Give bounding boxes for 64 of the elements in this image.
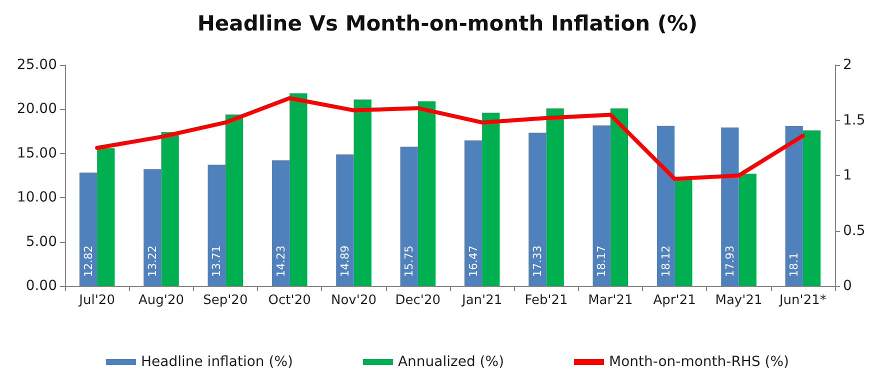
x-tick-label: May'21	[715, 293, 762, 308]
data-label: 18.17	[595, 246, 608, 277]
bar	[225, 114, 244, 286]
bar	[592, 125, 610, 286]
chart-title: Headline Vs Month-on-month Inflation (%)	[197, 12, 698, 36]
y2-tick-label: 1	[843, 168, 852, 184]
bar	[482, 112, 500, 286]
bar	[546, 108, 564, 286]
y2-tick-label: 2	[843, 57, 852, 73]
y2-tick-label: 1.5	[843, 112, 866, 128]
bar	[418, 101, 436, 286]
y-tick-label: 0.00	[26, 278, 57, 294]
bar	[400, 146, 418, 286]
bar	[674, 178, 692, 286]
bar	[721, 128, 739, 286]
x-tick-label: Jan'21	[461, 293, 502, 308]
y2-tick-label: 0.5	[843, 222, 866, 239]
data-label: 17.93	[723, 246, 736, 277]
data-label: 13.71	[210, 246, 224, 277]
x-tick-label: Jun'21*	[778, 293, 827, 308]
bar	[144, 169, 162, 286]
legend-label: Month-on-month-RHS (%)	[609, 354, 790, 370]
x-tick-label: Mar'21	[588, 293, 633, 308]
y-tick-label: 10.00	[16, 190, 57, 206]
bar	[528, 132, 546, 286]
data-label: 15.75	[402, 246, 416, 277]
x-tick-label: Oct'20	[268, 293, 311, 308]
data-label: 18.12	[659, 246, 672, 277]
x-tick-label: Nov'20	[331, 293, 376, 308]
bar	[336, 154, 354, 286]
data-label: 12.82	[82, 246, 95, 277]
bar	[97, 148, 115, 286]
y2-tick-label: 0	[843, 278, 852, 294]
bar	[290, 93, 308, 286]
x-tick-label: Apr'21	[653, 293, 696, 308]
data-label: 17.33	[530, 246, 544, 277]
y-tick-label: 20.00	[16, 101, 57, 118]
x-tick-label: Dec'20	[395, 293, 441, 308]
bar	[161, 132, 179, 286]
bar	[738, 174, 756, 286]
bar	[272, 160, 290, 286]
y-tick-label: 25.00	[16, 57, 57, 73]
x-tick-label: Sep'20	[203, 293, 248, 308]
data-label: 13.22	[146, 246, 159, 277]
bar	[464, 140, 482, 286]
legend-label: Headline inflation (%)	[140, 354, 293, 370]
bar	[208, 164, 226, 286]
x-tick-label: Aug'20	[138, 293, 184, 308]
bar	[79, 172, 98, 286]
data-label: 14.23	[274, 246, 288, 277]
bar	[785, 126, 803, 286]
data-label: 14.89	[338, 246, 352, 277]
bar	[354, 99, 372, 286]
data-label: 18.1	[788, 252, 801, 277]
data-label: 16.47	[466, 246, 480, 277]
bar	[802, 130, 821, 286]
bar	[656, 126, 675, 286]
x-tick-label: Feb'21	[524, 293, 568, 308]
y-tick-label: 5.00	[26, 234, 57, 250]
bar	[610, 108, 628, 286]
x-tick-label: Jul'20	[78, 293, 115, 308]
line-series	[95, 96, 805, 181]
y-tick-label: 15.00	[16, 145, 57, 162]
legend-label: Annualized (%)	[398, 354, 504, 370]
